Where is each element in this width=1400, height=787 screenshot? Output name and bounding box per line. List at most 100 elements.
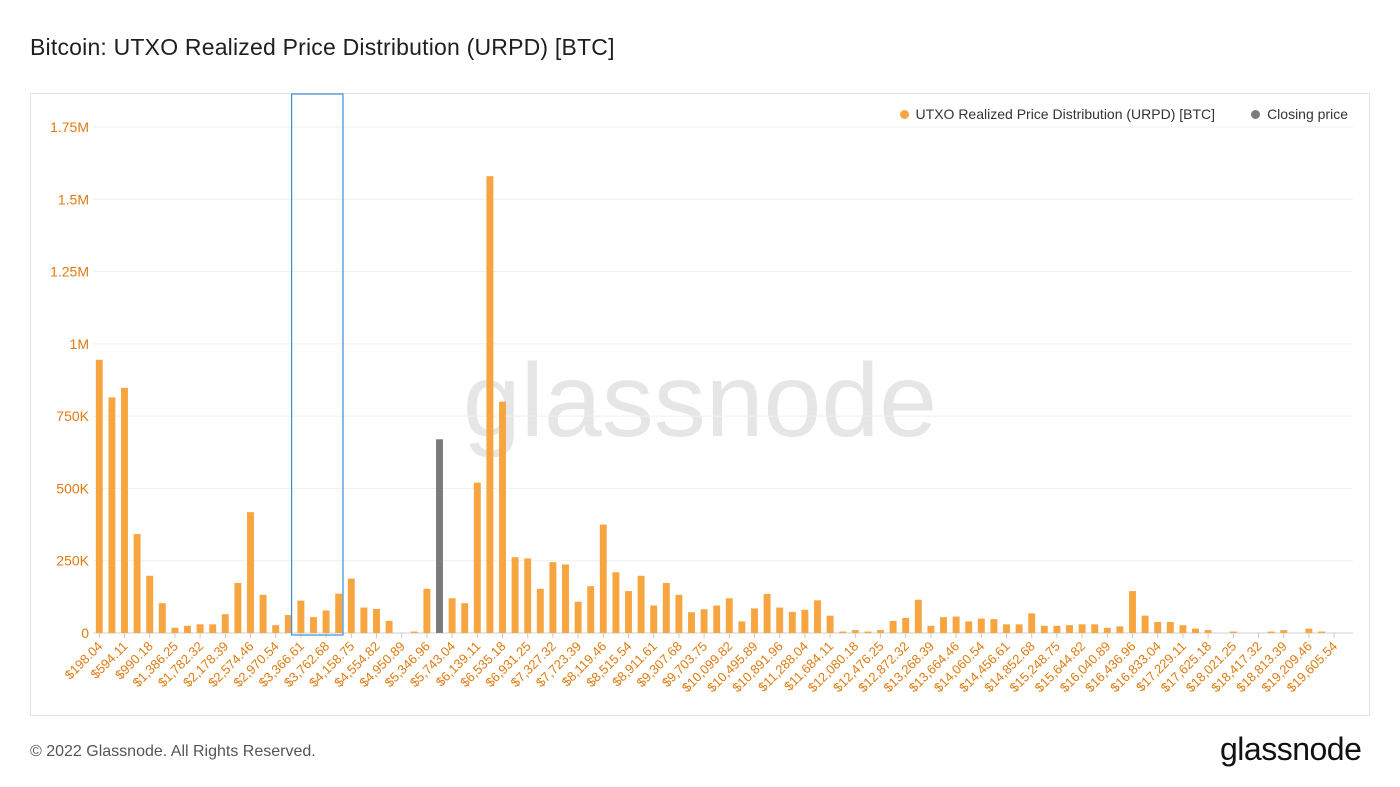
urpd-bar[interactable] <box>209 624 217 633</box>
glassnode-logo: glassnode <box>1220 731 1362 767</box>
urpd-bar[interactable] <box>310 617 317 633</box>
urpd-bar[interactable] <box>108 397 116 633</box>
urpd-bar[interactable] <box>259 594 267 633</box>
urpd-bar[interactable] <box>1015 624 1023 633</box>
urpd-bar[interactable] <box>801 609 809 633</box>
urpd-bar[interactable] <box>247 512 254 633</box>
urpd-bar[interactable] <box>461 603 469 633</box>
urpd-bar[interactable] <box>1129 591 1136 633</box>
urpd-bar[interactable] <box>486 176 494 633</box>
urpd-bar[interactable] <box>146 575 154 633</box>
urpd-bar[interactable] <box>826 615 834 633</box>
urpd-bar[interactable] <box>776 607 784 633</box>
urpd-bar[interactable] <box>990 619 998 633</box>
urpd-bar[interactable] <box>574 601 582 633</box>
urpd-bar[interactable] <box>410 631 418 633</box>
urpd-bar[interactable] <box>662 582 670 633</box>
bars <box>95 176 1325 633</box>
urpd-bar[interactable] <box>272 625 280 633</box>
urpd-bar[interactable] <box>221 614 229 633</box>
urpd-bar[interactable] <box>171 627 179 633</box>
closing-price-bar[interactable] <box>436 439 443 633</box>
urpd-bar[interactable] <box>637 575 645 633</box>
urpd-bar[interactable] <box>473 482 481 633</box>
urpd-bar[interactable] <box>234 582 242 633</box>
urpd-bar[interactable] <box>725 598 733 633</box>
urpd-bar[interactable] <box>1078 624 1086 633</box>
urpd-bar[interactable] <box>599 524 607 633</box>
urpd-bar[interactable] <box>1305 628 1313 633</box>
urpd-bar[interactable] <box>1141 615 1149 633</box>
urpd-bar[interactable] <box>524 558 532 633</box>
urpd-bar[interactable] <box>902 617 910 633</box>
urpd-bar[interactable] <box>322 610 330 633</box>
urpd-bar[interactable] <box>738 621 746 633</box>
urpd-bar[interactable] <box>612 572 620 633</box>
urpd-bar[interactable] <box>889 620 897 633</box>
urpd-bar[interactable] <box>914 599 922 633</box>
urpd-bar[interactable] <box>95 359 103 633</box>
urpd-bar[interactable] <box>549 562 557 633</box>
urpd-bar[interactable] <box>814 600 821 633</box>
urpd-bar[interactable] <box>121 387 128 633</box>
urpd-bar[interactable] <box>1103 627 1111 633</box>
urpd-bar[interactable] <box>927 625 935 633</box>
urpd-bar[interactable] <box>1204 630 1212 633</box>
urpd-bar[interactable] <box>839 631 847 633</box>
urpd-bar[interactable] <box>499 401 506 633</box>
urpd-bar[interactable] <box>284 615 292 633</box>
y-tick-label: 0 <box>81 625 89 641</box>
urpd-bar[interactable] <box>1066 625 1073 633</box>
urpd-bar[interactable] <box>347 578 355 633</box>
urpd-bar[interactable] <box>688 612 695 633</box>
urpd-bar[interactable] <box>1166 622 1174 633</box>
urpd-bar[interactable] <box>1267 631 1275 633</box>
urpd-bar[interactable] <box>751 608 758 633</box>
urpd-bar[interactable] <box>297 600 305 633</box>
urpd-bar[interactable] <box>360 607 368 633</box>
urpd-bar[interactable] <box>788 611 796 633</box>
urpd-bar[interactable] <box>1179 625 1187 633</box>
urpd-bar[interactable] <box>335 593 343 633</box>
urpd-bar[interactable] <box>1003 624 1010 633</box>
urpd-bar[interactable] <box>373 609 380 633</box>
urpd-bar[interactable] <box>536 588 544 633</box>
urpd-bar[interactable] <box>423 588 431 633</box>
urpd-bar[interactable] <box>511 557 519 633</box>
urpd-bar[interactable] <box>675 594 683 633</box>
urpd-bar[interactable] <box>385 620 393 633</box>
urpd-bar[interactable] <box>133 534 141 633</box>
urpd-bar[interactable] <box>625 591 632 633</box>
urpd-bar[interactable] <box>1091 624 1099 633</box>
y-tick-label: 750K <box>56 408 89 424</box>
urpd-bar[interactable] <box>877 630 884 633</box>
urpd-bar[interactable] <box>965 621 973 633</box>
urpd-bar[interactable] <box>1040 625 1048 633</box>
urpd-bar[interactable] <box>977 618 985 633</box>
legend-label-urpd: UTXO Realized Price Distribution (URPD) … <box>915 106 1216 122</box>
urpd-bar[interactable] <box>864 631 872 633</box>
urpd-bar[interactable] <box>1192 628 1199 633</box>
urpd-bar[interactable] <box>587 586 595 633</box>
urpd-bar[interactable] <box>952 616 960 633</box>
urpd-bar[interactable] <box>158 603 166 633</box>
urpd-bar[interactable] <box>940 617 947 633</box>
urpd-bar[interactable] <box>1116 626 1124 633</box>
urpd-bar[interactable] <box>196 624 204 633</box>
urpd-bar[interactable] <box>1053 625 1061 633</box>
urpd-bar[interactable] <box>184 625 191 633</box>
urpd-bar[interactable] <box>448 598 456 633</box>
urpd-bar[interactable] <box>713 605 721 633</box>
legend-item-closing[interactable]: Closing price <box>1251 106 1348 122</box>
urpd-bar[interactable] <box>650 605 658 633</box>
urpd-bar[interactable] <box>700 609 708 633</box>
urpd-bar[interactable] <box>1280 630 1288 633</box>
urpd-bar[interactable] <box>1229 631 1237 633</box>
urpd-bar[interactable] <box>763 593 771 633</box>
urpd-bar[interactable] <box>1154 622 1162 633</box>
urpd-bar[interactable] <box>1028 613 1036 633</box>
urpd-bar[interactable] <box>1318 631 1325 633</box>
urpd-bar[interactable] <box>562 564 569 633</box>
legend-item-urpd[interactable]: UTXO Realized Price Distribution (URPD) … <box>899 106 1216 122</box>
urpd-bar[interactable] <box>851 630 859 633</box>
